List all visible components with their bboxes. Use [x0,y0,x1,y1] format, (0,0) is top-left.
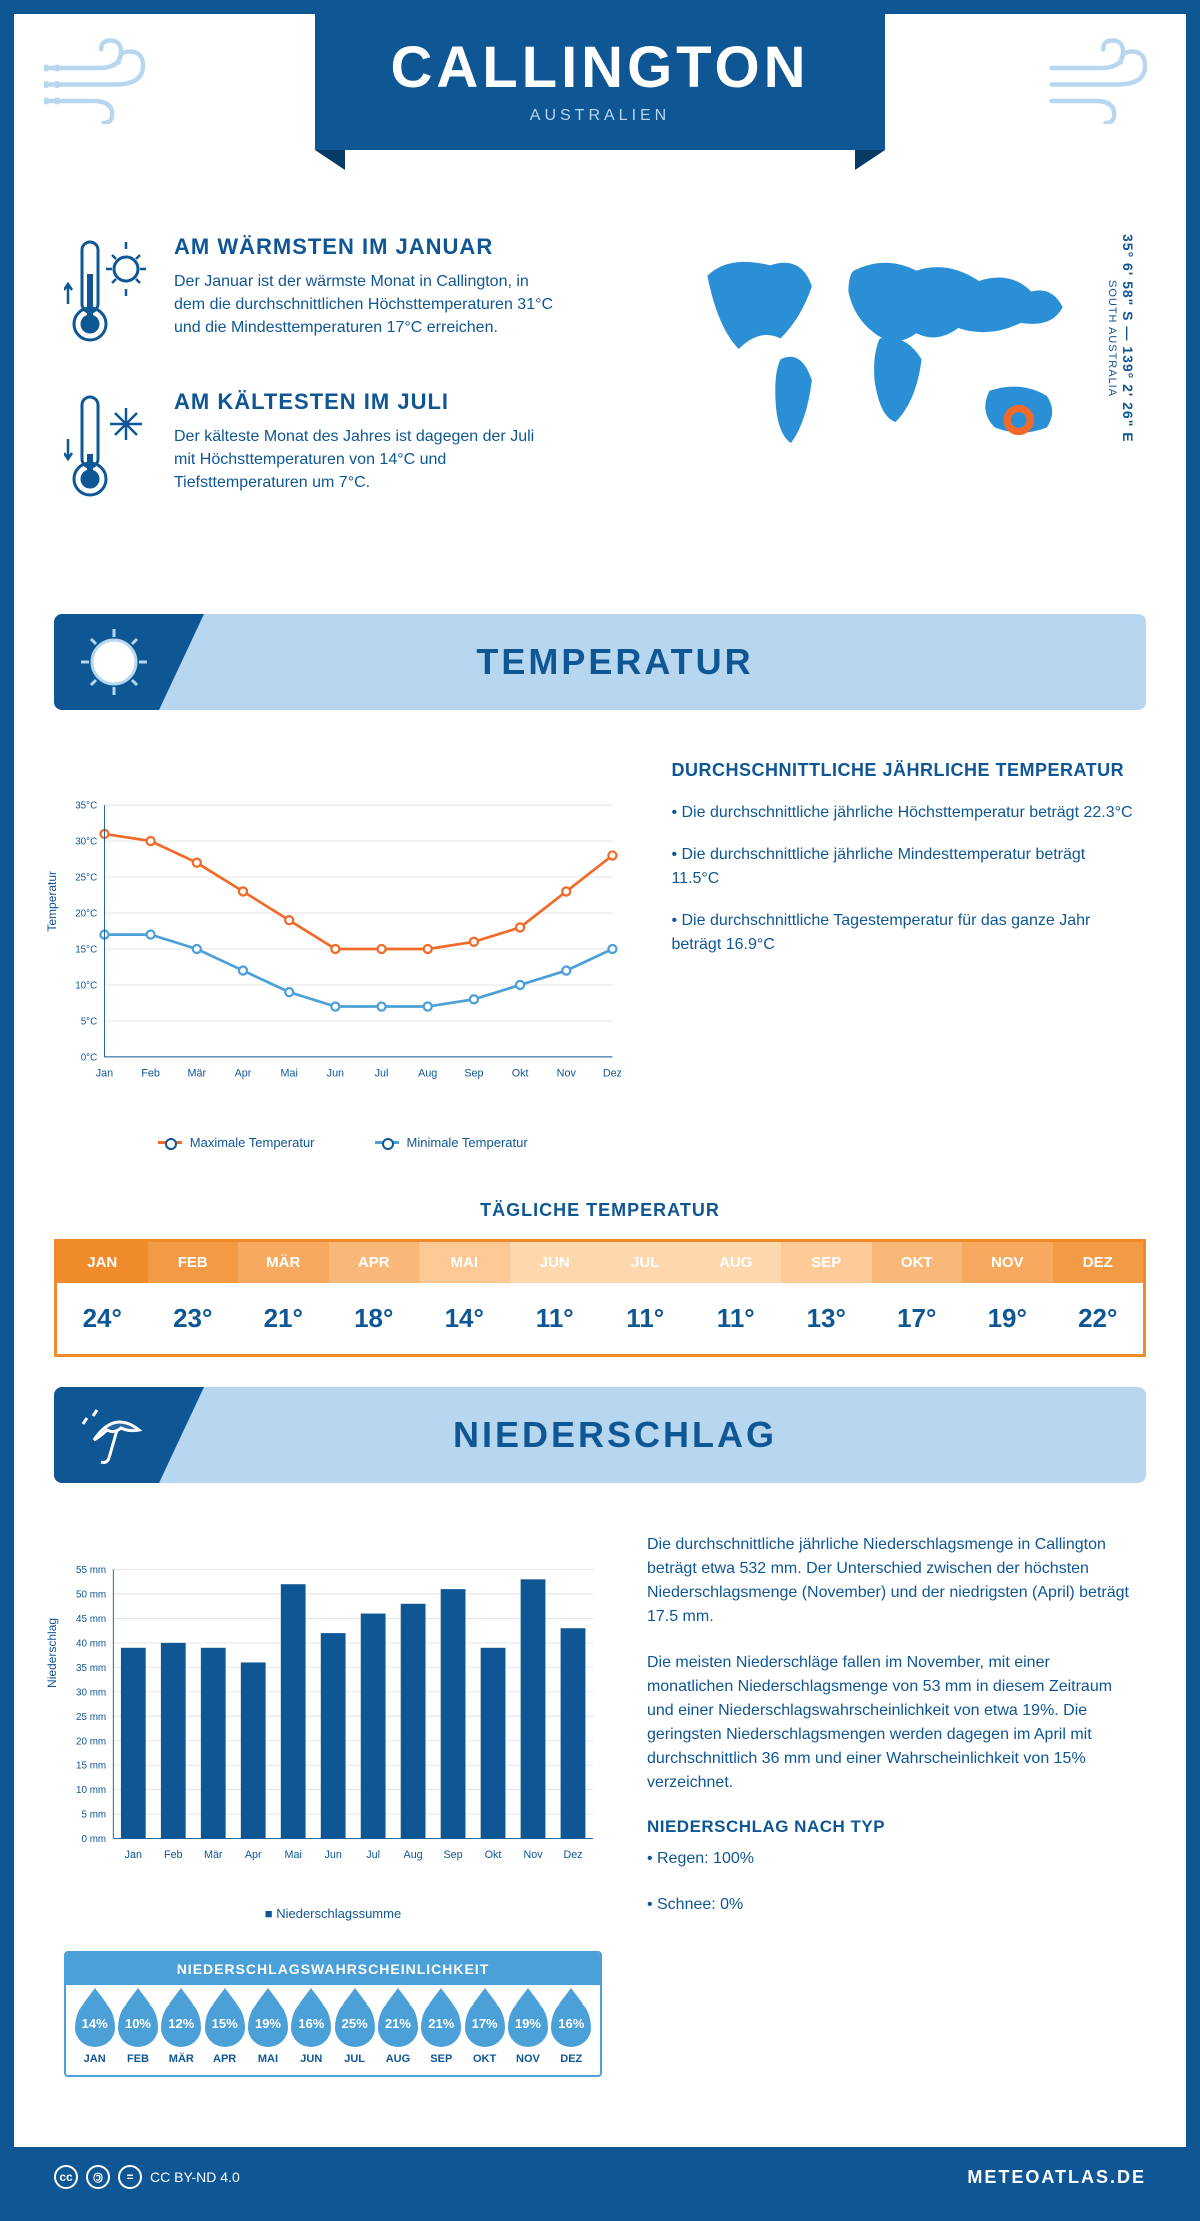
svg-text:Mär: Mär [188,1068,207,1080]
svg-text:Jul: Jul [375,1068,389,1080]
fact-warmest-title: AM WÄRMSTEN IM JANUAR [174,234,554,260]
svg-text:50 mm: 50 mm [76,1590,106,1601]
svg-text:Feb: Feb [141,1068,160,1080]
daily-temp-table: JANFEBMÄRAPRMAIJUNJULAUGSEPOKTNOVDEZ24°2… [54,1239,1146,1357]
svg-text:Apr: Apr [235,1068,252,1080]
thermometer-hot-icon [64,234,154,354]
thermometer-cold-icon [64,389,154,509]
svg-text:30 mm: 30 mm [76,1687,106,1698]
by-icon: 🄯 [86,2165,110,2189]
license: cc 🄯 = CC BY-ND 4.0 [54,2165,240,2189]
svg-text:5°C: 5°C [81,1017,98,1028]
svg-text:Jun: Jun [327,1068,344,1080]
svg-text:Okt: Okt [485,1849,502,1861]
svg-text:Mai: Mai [281,1068,298,1080]
precip-probability-box: NIEDERSCHLAGSWAHRSCHEINLICHKEIT 14%JAN10… [64,1951,602,2077]
daily-temp-title: TÄGLICHE TEMPERATUR [14,1200,1186,1221]
svg-text:25°C: 25°C [75,873,97,884]
precip-type: • Regen: 100% [647,1847,1136,1871]
header: CALLINGTON AUSTRALIEN [14,14,1186,214]
svg-text:Nov: Nov [523,1849,543,1861]
nd-icon: = [118,2165,142,2189]
svg-text:35 mm: 35 mm [76,1663,106,1674]
umbrella-icon [79,1400,149,1470]
world-map-icon [676,234,1094,464]
fact-coldest: AM KÄLTESTEN IM JULI Der kälteste Monat … [64,389,646,509]
svg-text:Dez: Dez [563,1849,582,1861]
cc-icon: cc [54,2165,78,2189]
temp-stats-title: DURCHSCHNITTLICHE JÄHRLICHE TEMPERATUR [671,760,1136,781]
svg-text:45 mm: 45 mm [76,1614,106,1625]
svg-text:Aug: Aug [418,1068,437,1080]
section-header-precip: NIEDERSCHLAG [54,1387,1146,1483]
svg-text:15 mm: 15 mm [76,1761,106,1772]
wind-icon [44,34,154,124]
precipitation-bar-chart: Niederschlag 0 mm5 mm10 mm15 mm20 mm25 m… [64,1533,602,1898]
svg-text:10°C: 10°C [75,981,97,992]
temp-stat: • Die durchschnittliche Tagestemperatur … [671,909,1136,957]
svg-text:15°C: 15°C [75,945,97,956]
temp-stat: • Die durchschnittliche jährliche Mindes… [671,843,1136,891]
svg-text:Okt: Okt [512,1068,529,1080]
svg-text:Mai: Mai [285,1849,302,1861]
coordinates: 35° 6' 58" S — 139° 2' 26" E SOUTH AUSTR… [1104,234,1136,443]
precip-legend: Niederschlagssumme [64,1906,602,1921]
wind-icon [1046,34,1156,124]
svg-text:10 mm: 10 mm [76,1785,106,1796]
svg-text:30°C: 30°C [75,837,97,848]
svg-text:Sep: Sep [444,1849,463,1861]
section-header-temperature: TEMPERATUR [54,614,1146,710]
svg-text:20°C: 20°C [75,909,97,920]
svg-text:Jun: Jun [324,1849,341,1861]
svg-text:Feb: Feb [164,1849,183,1861]
svg-text:25 mm: 25 mm [76,1712,106,1723]
svg-text:20 mm: 20 mm [76,1736,106,1747]
svg-text:Jan: Jan [125,1849,142,1861]
svg-text:40 mm: 40 mm [76,1638,106,1649]
svg-text:Dez: Dez [603,1068,622,1080]
temp-stat: • Die durchschnittliche jährliche Höchst… [671,801,1136,825]
svg-text:55 mm: 55 mm [76,1565,106,1576]
svg-text:Mär: Mär [204,1849,223,1861]
precip-text: Die meisten Niederschläge fallen im Nove… [647,1651,1136,1795]
fact-coldest-title: AM KÄLTESTEN IM JULI [174,389,554,415]
fact-warmest: AM WÄRMSTEN IM JANUAR Der Januar ist der… [64,234,646,354]
svg-text:0°C: 0°C [81,1052,98,1063]
brand: METEOATLAS.DE [967,2167,1146,2188]
page-title: CALLINGTON [355,34,845,101]
sun-icon [79,627,149,697]
fact-warmest-text: Der Januar ist der wärmste Monat in Call… [174,270,554,340]
svg-text:5 mm: 5 mm [81,1810,106,1821]
svg-text:Sep: Sep [464,1068,483,1080]
svg-text:0 mm: 0 mm [81,1834,106,1845]
section-title-temperature: TEMPERATUR [204,641,1146,683]
section-title-precip: NIEDERSCHLAG [204,1414,1146,1456]
svg-text:Jul: Jul [366,1849,380,1861]
svg-text:Apr: Apr [245,1849,262,1861]
svg-text:Jan: Jan [96,1068,113,1080]
temperature-line-chart: Temperatur 0°C5°C10°C15°C20°C25°C30°C35°… [64,760,621,1150]
fact-coldest-text: Der kälteste Monat des Jahres ist dagege… [174,425,554,495]
svg-text:Aug: Aug [404,1849,423,1861]
precip-text: Die durchschnittliche jährliche Niedersc… [647,1533,1136,1629]
svg-text:35°C: 35°C [75,801,97,812]
precip-type-title: NIEDERSCHLAG NACH TYP [647,1817,1136,1837]
page-subtitle: AUSTRALIEN [355,107,845,125]
footer: cc 🄯 = CC BY-ND 4.0 METEOATLAS.DE [14,2147,1186,2207]
precip-type: • Schnee: 0% [647,1893,1136,1917]
svg-text:Nov: Nov [557,1068,577,1080]
title-banner: CALLINGTON AUSTRALIEN [315,14,885,150]
